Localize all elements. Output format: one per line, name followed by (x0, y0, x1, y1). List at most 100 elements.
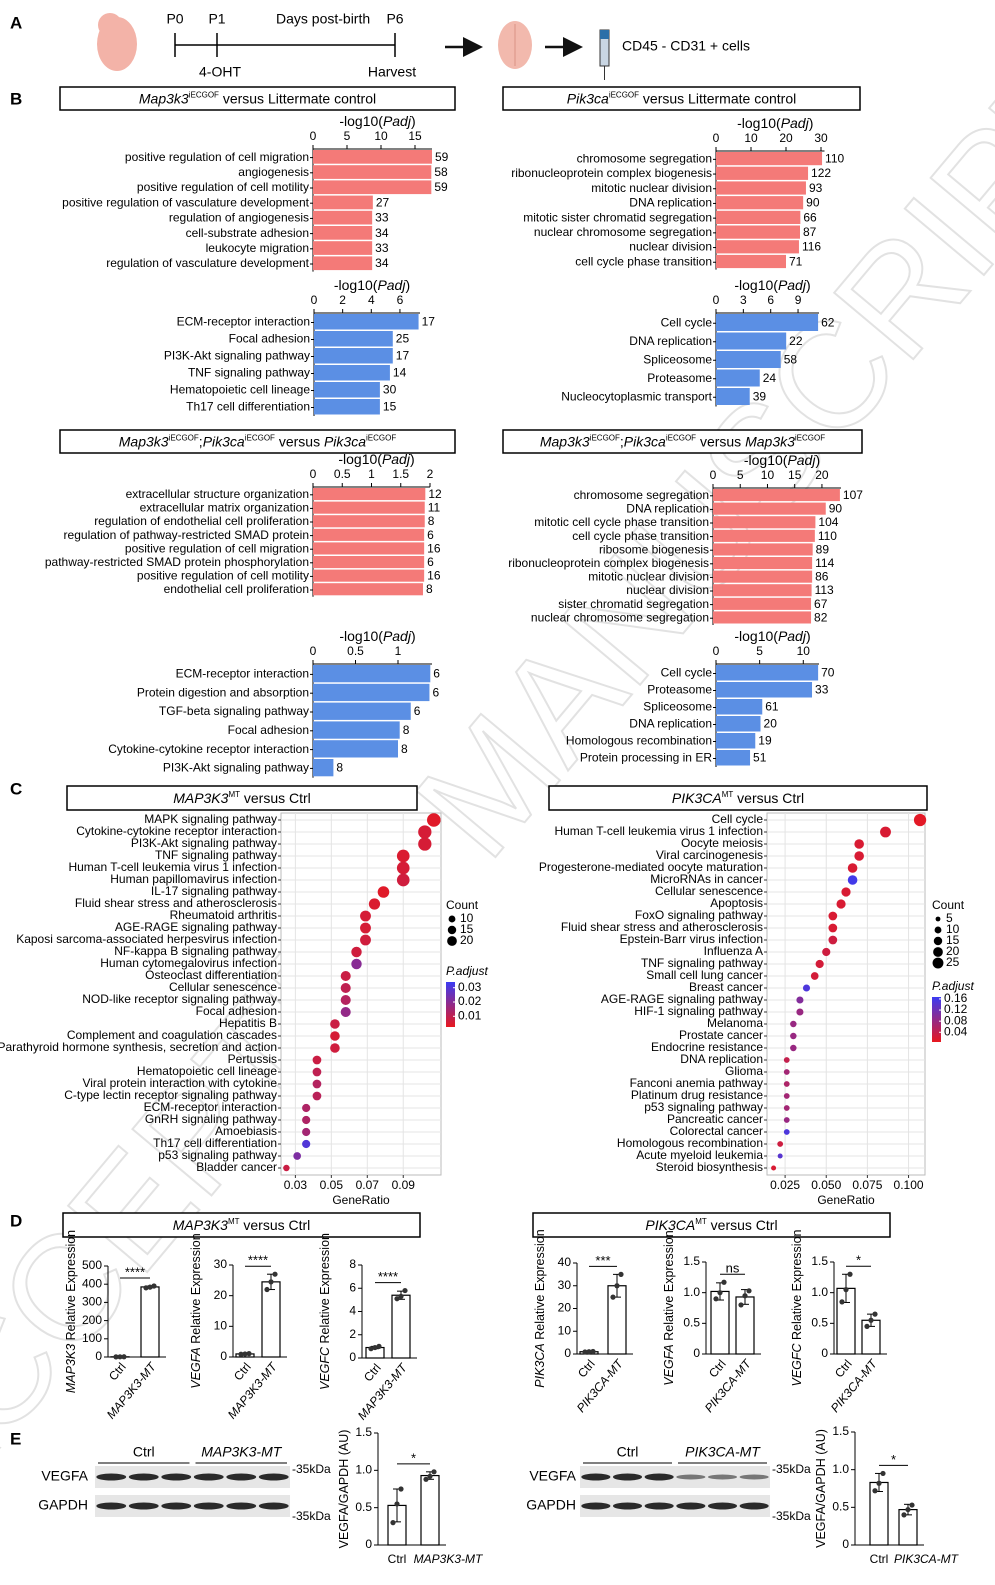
blot-band (676, 1475, 705, 1480)
data-point (398, 1294, 403, 1299)
panel-label: C (10, 779, 22, 798)
harvest-label: Harvest (368, 64, 416, 80)
text-part: VEGFA/GAPDH (AU) (337, 1430, 351, 1549)
bar (716, 167, 808, 180)
count-label: 6 (414, 704, 421, 718)
legend-dot (935, 927, 942, 934)
bar (716, 152, 822, 165)
dot (822, 948, 830, 956)
y-tick-label: 0 (365, 1537, 372, 1551)
lane-group-label: MAP3K3-MT (201, 1444, 283, 1460)
text-part: Pik3ca (624, 433, 666, 449)
category-label: nuclear chromosome segregation (531, 610, 709, 624)
category-label: extracellular structure organization (126, 487, 309, 501)
dot (777, 1141, 783, 1147)
data-point (721, 1280, 726, 1285)
count-label: 16 (427, 541, 441, 555)
count-label: 6 (433, 667, 440, 681)
dot (302, 1140, 310, 1148)
bar (713, 530, 815, 542)
dot (313, 1056, 322, 1065)
text-part: Map3k3 (745, 433, 795, 449)
category-label: Homologous recombination (566, 734, 712, 748)
text-part: Padj (383, 113, 412, 129)
x-tick-label: 0.025 (770, 1178, 800, 1192)
count-label: 122 (811, 166, 831, 180)
legend-label: 0.01 (458, 1008, 482, 1022)
text-part: -log10( (734, 628, 778, 644)
dot (302, 1128, 310, 1136)
data-point (590, 1349, 595, 1354)
bar (313, 583, 423, 595)
category-label: Steroid biosynthesis (656, 1160, 763, 1174)
text-part: Padj (787, 452, 816, 468)
text-part: Map3k3 (139, 90, 189, 106)
legend-dot (449, 916, 456, 923)
category-label: ECM-receptor interaction (177, 315, 310, 329)
bar (313, 180, 431, 194)
text-part: MAP3K3 (173, 1217, 228, 1233)
panel-label: E (10, 1429, 21, 1448)
x-tick-label: MAP3K3-MT (225, 1359, 281, 1422)
count-label: 6 (427, 528, 434, 542)
count-label: 62 (821, 315, 835, 329)
count-label: 16 (427, 569, 441, 583)
significance-label: ns (726, 1261, 740, 1276)
chart-title: MAP3K3MT versus Ctrl (173, 790, 311, 806)
y-tick-label: 30 (558, 1278, 572, 1292)
blot-band (708, 1475, 737, 1480)
x-tick-label: Ctrl (870, 1552, 889, 1566)
dot (341, 983, 351, 993)
count-label: 82 (814, 610, 828, 624)
dot (854, 839, 864, 849)
text-part: versus Littermate control (219, 90, 376, 106)
x-tick-label: Ctrl (231, 1360, 254, 1383)
category-label: mitotic nuclear division (588, 570, 709, 584)
blot-band (708, 1503, 737, 1510)
bar (313, 515, 425, 527)
dot (790, 1033, 796, 1039)
text-part: VEGFA/GAPDH (AU) (814, 1429, 828, 1548)
axis-title: -log10(Padj) (734, 628, 810, 644)
text-part: Padj (778, 628, 807, 644)
dot (914, 814, 926, 826)
count-label: 8 (428, 514, 435, 528)
data-point (872, 1312, 877, 1317)
x-tick-label: 1 (368, 467, 375, 481)
category-label: chromosome segregation (574, 488, 709, 502)
axis-label: Days post-birth (276, 11, 370, 27)
legend-dot (447, 936, 457, 946)
count-label: 33 (815, 683, 829, 697)
blot-band (194, 1474, 224, 1481)
count-label: 12 (428, 487, 442, 501)
bar (314, 399, 380, 415)
y-tick-label: 4 (349, 1304, 356, 1318)
bar (716, 314, 818, 331)
category-label: regulation of angiogenesis (169, 211, 309, 225)
figure: ACCEPTED MANUSCRIPT P0 P1 Days post-birt… (0, 0, 995, 1585)
legend-title: Count (446, 898, 479, 912)
legend-label: 0.02 (458, 994, 482, 1008)
y-axis-title: VEGFA/GAPDH (AU) (814, 1429, 828, 1548)
y-axis-title: MAP3K3 Relative Expression (64, 1230, 78, 1393)
x-tick-label: 0.5 (347, 644, 364, 658)
x-tick-label: PIK3CA-MT (702, 1356, 755, 1415)
text-part: ) (806, 628, 811, 644)
x-tick-label: 0 (713, 131, 720, 145)
y-axis-title: PIK3CA Relative Expression (533, 1229, 547, 1387)
y-axis-title: VEGFA Relative Expression (662, 1230, 676, 1385)
dot (341, 971, 351, 981)
blot-band (194, 1503, 224, 1510)
bar (716, 226, 800, 239)
data-point (839, 1299, 844, 1304)
text-part: MT (228, 790, 240, 799)
y-tick-label: 40 (558, 1255, 572, 1269)
count-label: 107 (843, 488, 863, 502)
blot-band (740, 1503, 769, 1510)
count-label: 86 (815, 570, 829, 584)
legend-dot (448, 926, 456, 934)
x-tick-label: 6 (397, 293, 404, 307)
legend-label: 20 (460, 933, 474, 947)
count-label: 93 (809, 181, 823, 195)
dot (313, 1092, 322, 1101)
